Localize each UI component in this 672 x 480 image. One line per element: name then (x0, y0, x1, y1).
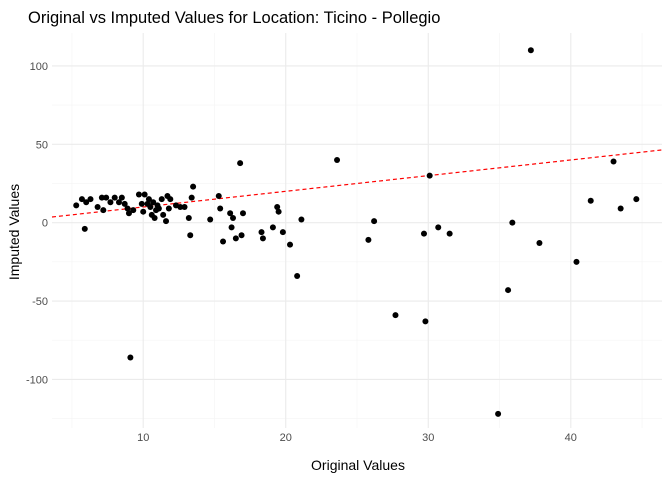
data-point (81, 225, 88, 232)
data-point (190, 183, 197, 190)
data-point (509, 219, 516, 226)
data-point (103, 194, 110, 201)
data-point (258, 229, 265, 236)
data-point (365, 236, 372, 243)
data-point (141, 191, 148, 198)
data-point (275, 208, 282, 215)
x-axis-tick-labels: 10 20 30 40 (137, 432, 577, 444)
data-point (167, 196, 174, 203)
data-point (151, 214, 158, 221)
y-axis-title: Imputed Values (6, 184, 22, 280)
data-point (217, 205, 224, 212)
reference-line-group (51, 149, 663, 218)
data-point (587, 197, 594, 204)
data-point (124, 205, 131, 212)
data-point (505, 287, 512, 294)
data-point (121, 200, 128, 207)
data-point (100, 207, 107, 214)
data-point (426, 172, 433, 179)
y-tick-label: -100 (26, 374, 48, 386)
data-point (420, 230, 427, 237)
data-point (187, 232, 194, 239)
data-point (227, 210, 234, 217)
data-point (127, 354, 134, 361)
data-point (435, 224, 442, 231)
data-point (115, 199, 122, 206)
data-point (83, 199, 90, 206)
x-tick-label: 30 (422, 432, 434, 444)
data-point (269, 224, 276, 231)
data-point (446, 230, 453, 237)
data-point (158, 196, 165, 203)
data-point (232, 235, 239, 242)
data-point (160, 211, 167, 218)
plot-grid (52, 33, 662, 428)
data-point (177, 203, 184, 210)
data-point (94, 203, 101, 210)
data-point (279, 229, 286, 236)
data-point (287, 241, 294, 248)
data-point (274, 203, 281, 210)
data-points (73, 47, 640, 417)
data-point (138, 200, 145, 207)
data-point (150, 199, 157, 206)
data-point (155, 205, 162, 212)
data-point (422, 318, 429, 325)
data-point (185, 214, 192, 221)
data-point (188, 194, 195, 201)
reference-line (51, 149, 663, 218)
x-tick-label: 20 (280, 432, 292, 444)
data-point (294, 272, 301, 279)
data-point (207, 216, 214, 223)
data-point (536, 240, 543, 247)
data-point (228, 224, 235, 231)
data-point (495, 410, 502, 417)
data-point (163, 218, 170, 225)
data-point (111, 194, 118, 201)
y-tick-label: 0 (42, 218, 48, 230)
data-point (215, 193, 222, 200)
data-point (573, 258, 580, 265)
y-axis-tick-labels: -100 -50 0 50 100 (26, 61, 48, 386)
x-axis-title: Original Values (311, 457, 405, 473)
data-point (98, 194, 105, 201)
data-point (220, 238, 227, 245)
data-point (371, 218, 378, 225)
data-point (145, 196, 152, 203)
data-point (259, 235, 266, 242)
data-point (617, 205, 624, 212)
data-point (165, 205, 172, 212)
data-point (87, 196, 94, 203)
data-point (238, 232, 245, 239)
data-point (527, 47, 534, 54)
data-point (181, 203, 188, 210)
data-point (298, 216, 305, 223)
data-point (334, 156, 341, 163)
chart-title: Original vs Imputed Values for Location:… (28, 9, 440, 27)
data-point (230, 214, 237, 221)
data-point (237, 160, 244, 167)
y-tick-label: 50 (36, 139, 48, 151)
data-point (78, 196, 85, 203)
data-point (147, 203, 154, 210)
data-point (118, 194, 125, 201)
data-point (107, 199, 114, 206)
data-point (610, 158, 617, 165)
y-tick-label: -50 (32, 296, 48, 308)
data-point (239, 210, 246, 217)
data-point (392, 312, 399, 319)
y-tick-label: 100 (30, 61, 48, 73)
data-point (130, 207, 137, 214)
x-tick-label: 40 (565, 432, 577, 444)
data-point (73, 202, 80, 209)
x-tick-label: 10 (137, 432, 149, 444)
data-point (125, 210, 132, 217)
data-point (135, 191, 142, 198)
data-point (140, 208, 147, 215)
data-point (633, 196, 640, 203)
